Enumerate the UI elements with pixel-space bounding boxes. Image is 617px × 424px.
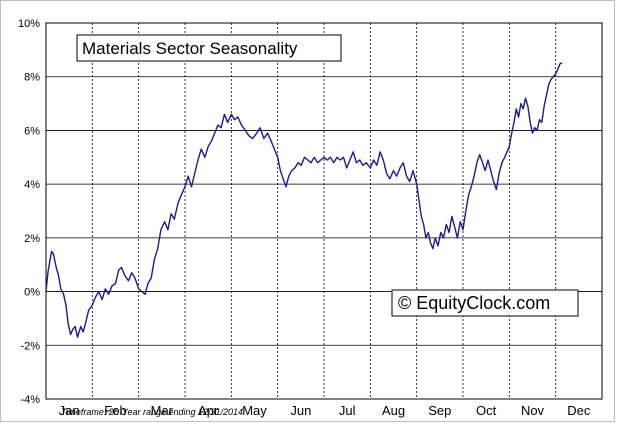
watermark-box: © EquityClock.com <box>391 289 579 317</box>
month-label-jan: Jan <box>59 403 80 418</box>
chart-title: Materials Sector Seasonality <box>82 39 298 58</box>
y-tick-label: -4% <box>20 394 40 406</box>
month-label-aug: Aug <box>382 403 405 418</box>
month-label-dec: Dec <box>567 403 591 418</box>
vertical-gridlines <box>91 23 557 399</box>
x-axis-month-labels: Jan Feb Mar Apr May Jun Jul Aug Sep Oct Nov Dec <box>59 403 591 418</box>
month-label-nov: Nov <box>521 403 545 418</box>
month-label-oct: Oct <box>476 403 497 418</box>
series-line-materials <box>45 62 563 338</box>
month-label-apr: Apr <box>198 403 219 418</box>
month-label-sep: Sep <box>428 403 451 418</box>
month-label-jun: Jun <box>290 403 311 418</box>
month-label-feb: Feb <box>104 403 126 418</box>
watermark-text: © EquityClock.com <box>398 293 550 313</box>
y-axis-ticks: -4% -2% 0% 2% 4% 6% 8% 10% <box>18 18 40 406</box>
y-tick-label: -2% <box>20 340 40 352</box>
y-tick-label: 6% <box>24 125 40 137</box>
y-tick-label: 4% <box>24 179 40 191</box>
y-tick-label: 2% <box>24 233 40 245</box>
y-tick-label: 0% <box>24 287 40 299</box>
month-label-may: May <box>242 403 267 418</box>
plot-area <box>45 22 603 400</box>
month-label-jul: Jul <box>339 403 356 418</box>
y-tick-label: 10% <box>18 18 40 30</box>
timeframe-footnote: Timeframe: 20-Year range ending 12/31/20… <box>61 407 243 417</box>
month-label-mar: Mar <box>151 403 174 418</box>
y-tick-label: 8% <box>24 72 40 84</box>
chart-title-box: Materials Sector Seasonality <box>76 34 342 62</box>
